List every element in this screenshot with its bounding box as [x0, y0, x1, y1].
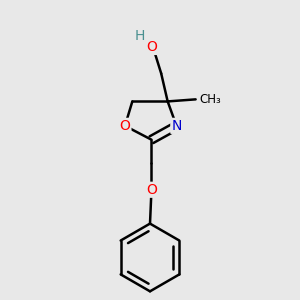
Text: O: O: [146, 40, 157, 54]
Text: CH₃: CH₃: [199, 93, 221, 106]
Text: N: N: [171, 119, 182, 133]
Text: O: O: [119, 119, 130, 133]
Text: H: H: [134, 29, 145, 43]
Text: O: O: [146, 183, 157, 197]
